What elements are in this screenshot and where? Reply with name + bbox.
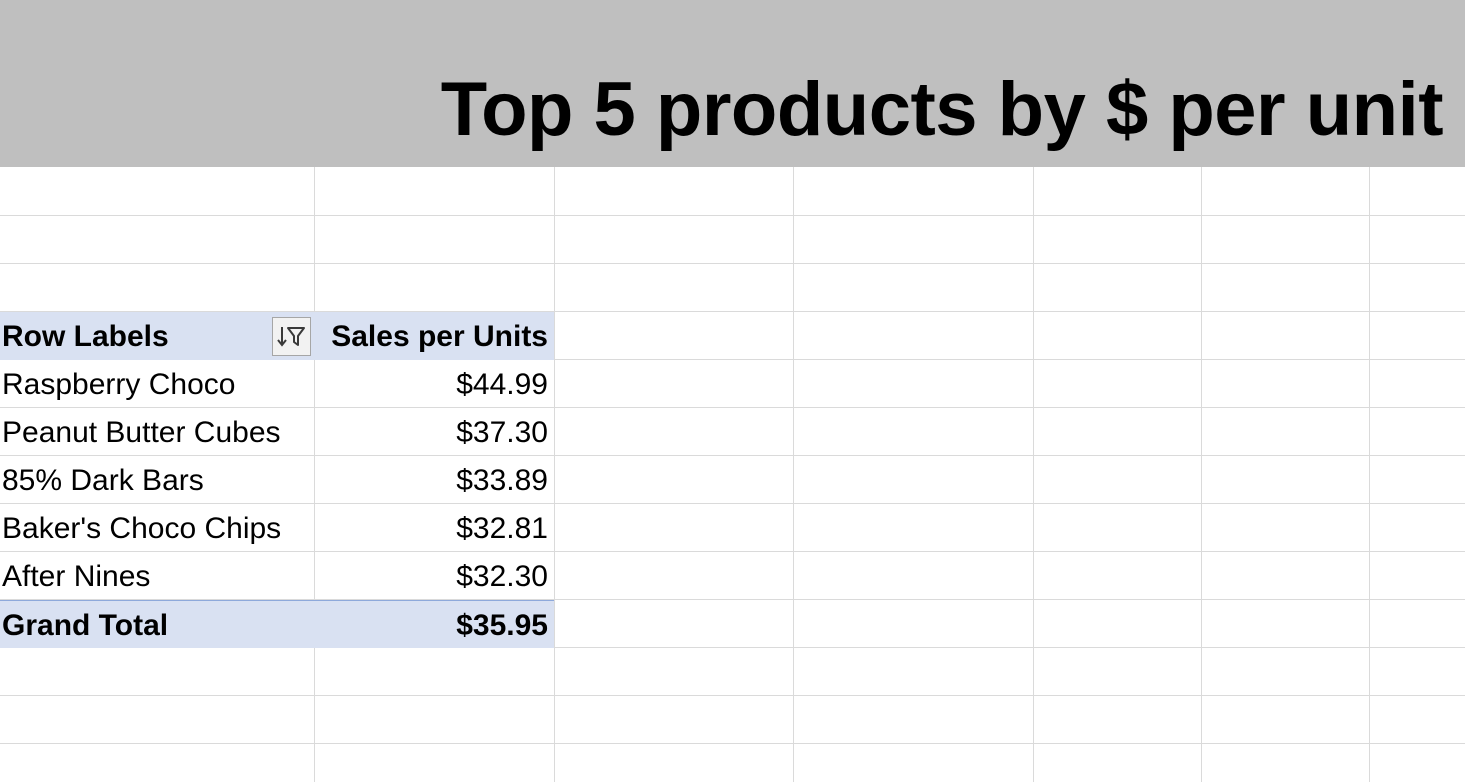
- row-gridline: [0, 743, 1465, 744]
- grand-total-value[interactable]: $35.95: [456, 609, 548, 642]
- sales-value[interactable]: $33.89: [456, 464, 548, 497]
- table-row[interactable]: Raspberry Choco $44.99: [0, 360, 554, 408]
- table-row[interactable]: Baker's Choco Chips $32.81: [0, 504, 554, 552]
- sales-value[interactable]: $32.81: [456, 512, 548, 545]
- row-gridline: [0, 215, 1465, 216]
- page-title: Top 5 products by $ per unit: [440, 67, 1444, 152]
- row-gridline: [0, 311, 1465, 312]
- row-gridline: [0, 407, 1465, 408]
- sort-filter-button[interactable]: [272, 317, 311, 356]
- row-gridline: [0, 359, 1465, 360]
- table-row[interactable]: 85% Dark Bars $33.89: [0, 456, 554, 504]
- column-gridline: [1033, 167, 1034, 782]
- pivot-table[interactable]: Row Labels Sales per Units Raspberry Cho…: [0, 312, 554, 648]
- sales-per-units-header[interactable]: Sales per Units: [331, 320, 548, 353]
- grand-total-row[interactable]: Grand Total $35.95: [0, 600, 554, 648]
- row-gridline: [0, 647, 1465, 648]
- table-row[interactable]: Peanut Butter Cubes $37.30: [0, 408, 554, 456]
- row-labels-header[interactable]: Row Labels: [2, 320, 169, 353]
- column-gridline: [554, 167, 555, 782]
- column-gridline: [793, 167, 794, 782]
- sort-filter-icon: [277, 327, 305, 347]
- row-gridline: [0, 599, 1465, 600]
- pivot-header-row[interactable]: Row Labels Sales per Units: [0, 312, 554, 360]
- row-gridline: [0, 503, 1465, 504]
- product-label[interactable]: After Nines: [2, 560, 151, 593]
- row-gridline: [0, 263, 1465, 264]
- table-row[interactable]: After Nines $32.30: [0, 552, 554, 600]
- row-gridline: [0, 695, 1465, 696]
- product-label[interactable]: Baker's Choco Chips: [2, 512, 282, 545]
- title-banner: Top 5 products by $ per unit: [0, 0, 1465, 167]
- row-gridline: [0, 455, 1465, 456]
- sales-value[interactable]: $32.30: [456, 560, 548, 593]
- grand-total-label[interactable]: Grand Total: [2, 609, 169, 642]
- sales-value[interactable]: $44.99: [456, 368, 548, 401]
- product-label[interactable]: Peanut Butter Cubes: [2, 416, 281, 449]
- product-label[interactable]: Raspberry Choco: [2, 368, 236, 401]
- sales-value[interactable]: $37.30: [456, 416, 548, 449]
- product-label[interactable]: 85% Dark Bars: [2, 464, 204, 497]
- row-gridline: [0, 551, 1465, 552]
- column-gridline: [314, 167, 315, 782]
- column-gridline: [1201, 167, 1202, 782]
- column-gridline: [1369, 167, 1370, 782]
